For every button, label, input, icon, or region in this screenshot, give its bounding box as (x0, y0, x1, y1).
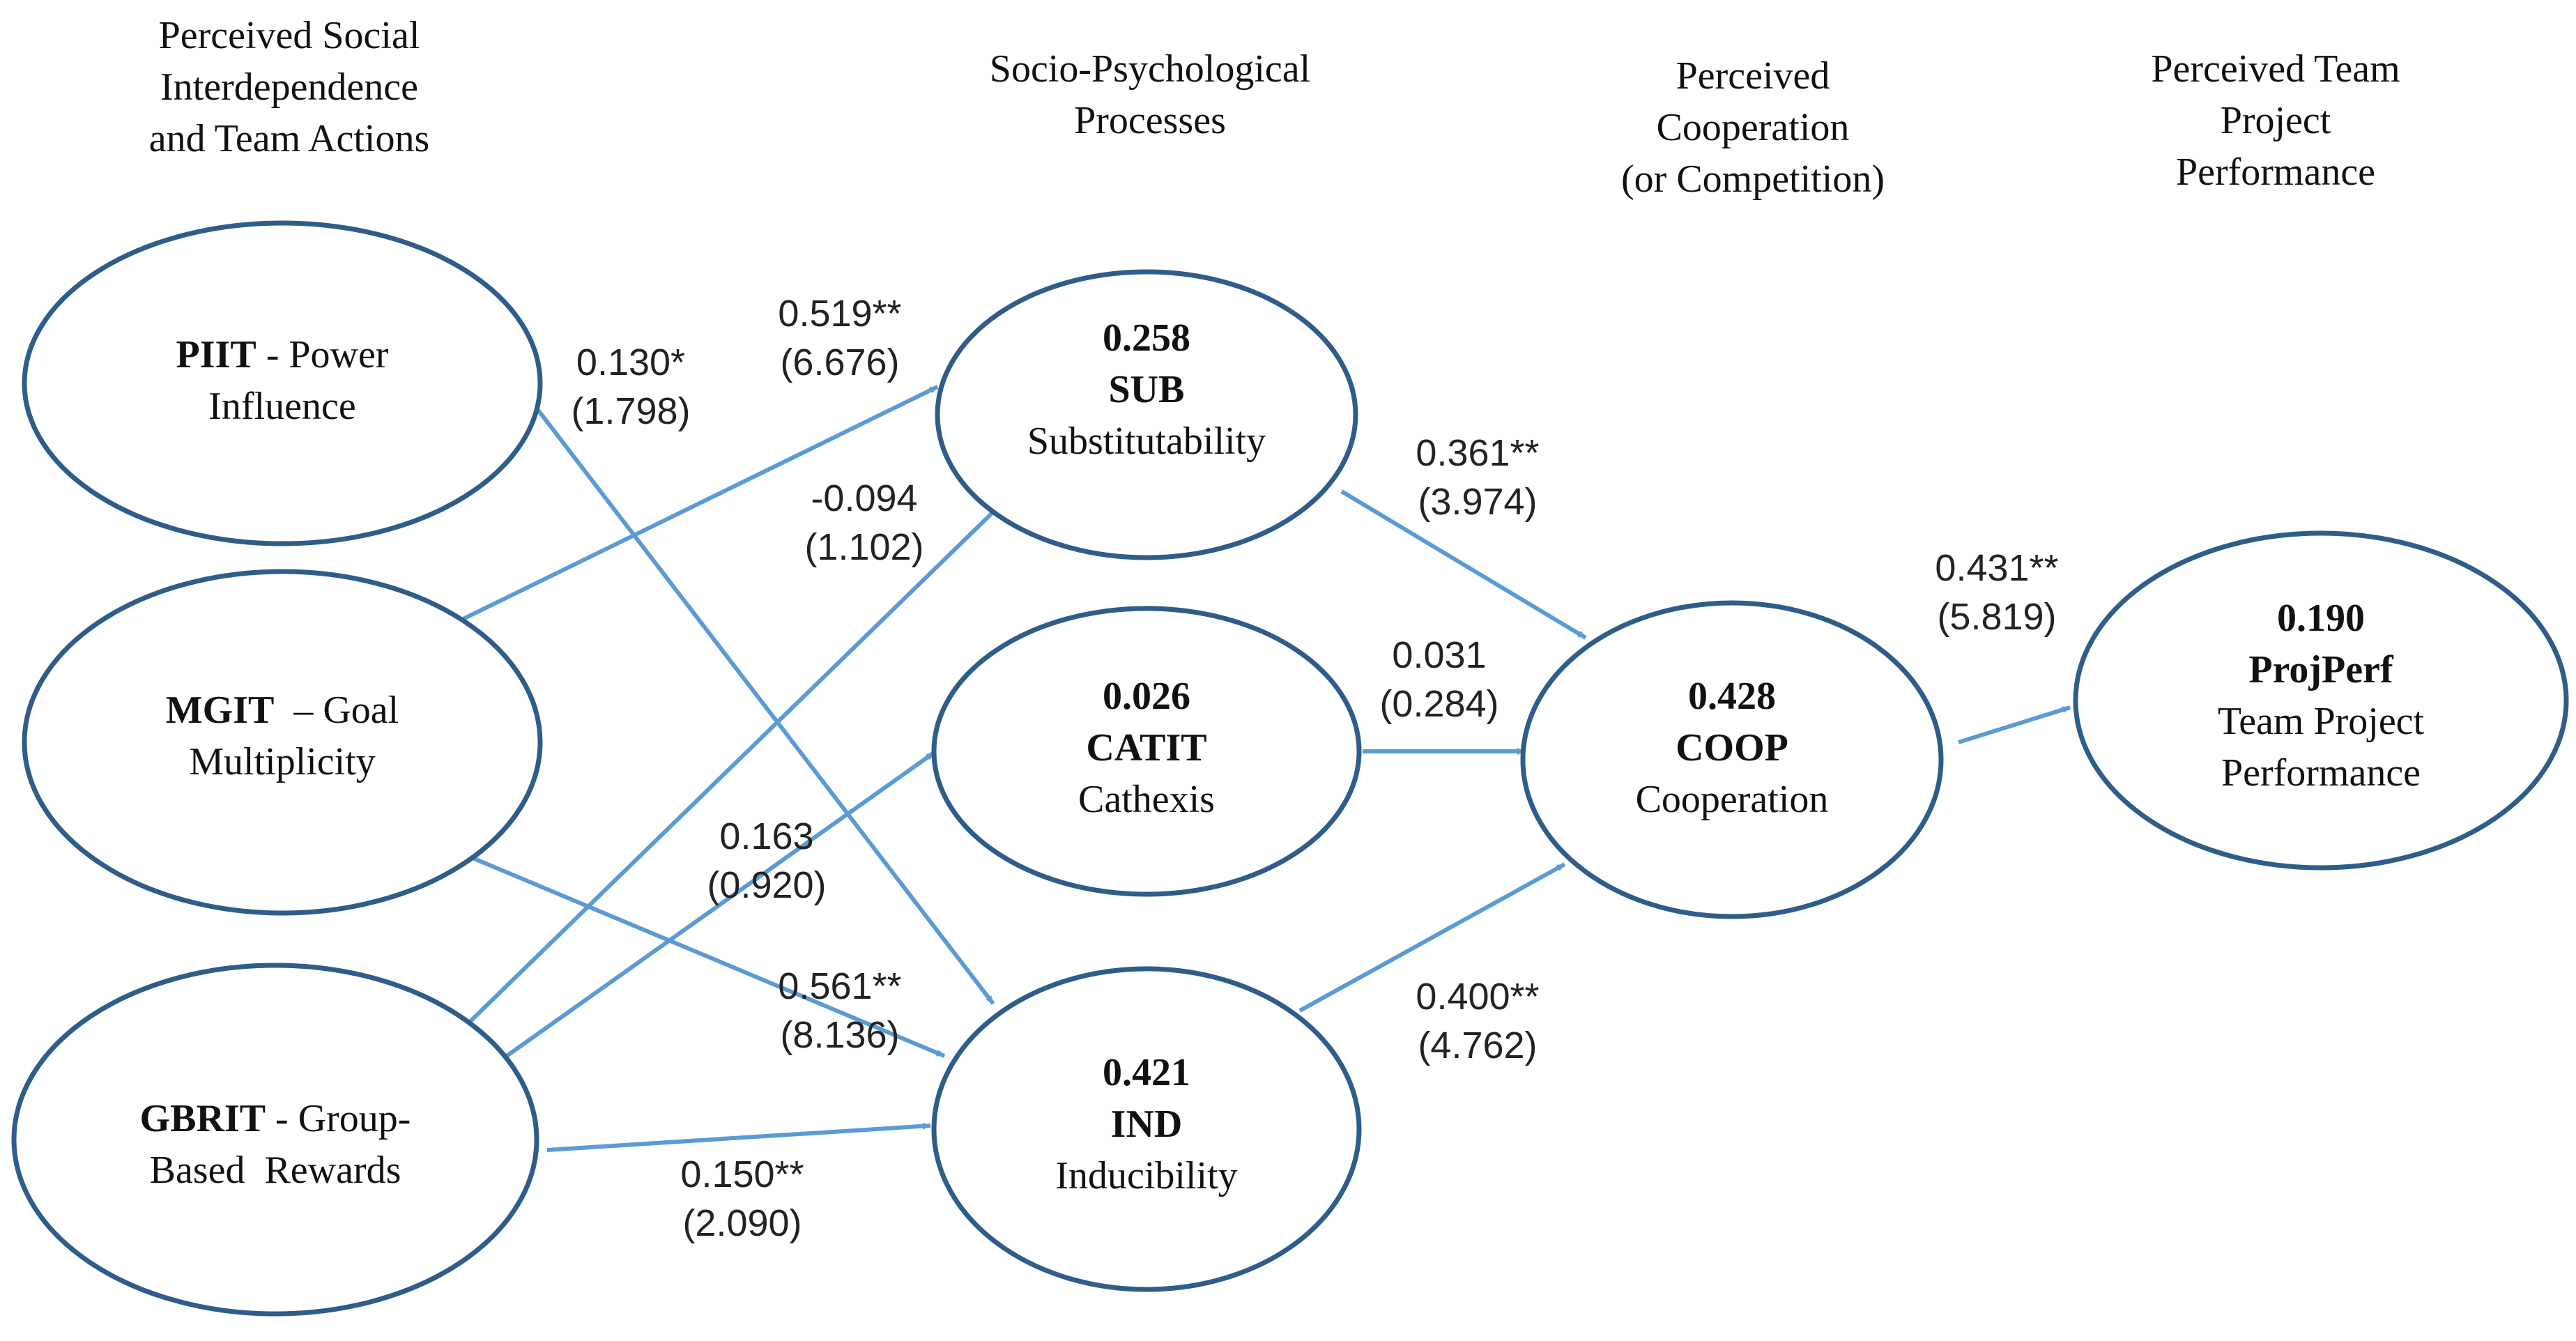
arrow-ind-coop (1298, 862, 1566, 1013)
coef-piit-ind: 0.130* (576, 342, 686, 383)
label-coop-projperf: 0.431** (5.819) (1913, 544, 2080, 641)
coef-gbrit-catit: 0.163 (719, 815, 814, 857)
catit-code: CATIT (1086, 726, 1207, 769)
gbrit-label1: - Group- (266, 1097, 411, 1140)
node-sub (935, 269, 1358, 560)
label-piit-ind: 0.130* (1.798) (547, 338, 714, 436)
node-coop-text: 0.428 COOP Cooperation (1558, 670, 1906, 825)
projperf-label2: Performance (2221, 751, 2421, 795)
node-catit (931, 606, 1362, 897)
ind-label: Inducibility (1055, 1154, 1238, 1197)
piit-label1: - Power (256, 333, 389, 376)
node-ind-text: 0.421 IND Inducibility (972, 1047, 1321, 1202)
header-project-performance: Perceived Team Project Performance (2151, 47, 2400, 194)
arrow-mgit-sub (445, 385, 939, 629)
t-catit-coop: (0.284) (1379, 683, 1499, 725)
coef-mgit-sub: 0.519** (778, 293, 902, 335)
gbrit-code: GBRIT (139, 1097, 266, 1140)
sub-code: SUB (1108, 368, 1185, 411)
piit-code: PIIT (176, 333, 256, 376)
header-socio-psychological: Socio-Psychological Processes (989, 47, 1311, 142)
t-gbrit-ind: (2.090) (682, 1202, 802, 1244)
label-gbrit-catit: 0.163 (0.920) (683, 812, 850, 910)
coef-sub-coop: 0.361** (1416, 432, 1540, 474)
coef-mgit-ind: 0.561** (778, 965, 902, 1007)
coop-code: COOP (1676, 726, 1788, 769)
label-gbrit-ind: 0.150** (2.090) (659, 1150, 826, 1248)
label-catit-coop: 0.031 (0.284) (1370, 631, 1509, 728)
header-social-interdependence: Perceived Social Interdependence and Tea… (148, 14, 430, 160)
catit-label: Cathexis (1078, 778, 1215, 821)
t-piit-ind: (1.798) (571, 390, 691, 432)
coef-catit-coop: 0.031 (1392, 634, 1487, 676)
projperf-label1: Team Project (2217, 700, 2425, 743)
ind-value: 0.421 (1103, 1051, 1190, 1094)
node-coop (1520, 600, 1944, 919)
node-gbrit (11, 963, 539, 1317)
mgit-code: MGIT (165, 689, 275, 732)
node-piit (22, 220, 543, 546)
arrow-gbrit-sub (465, 500, 1006, 1027)
coef-coop-projperf: 0.431** (1935, 547, 2059, 589)
node-gbrit-text: GBRIT - Group- Based Rewards (66, 1093, 484, 1196)
t-gbrit-catit: (0.920) (707, 864, 827, 906)
coop-label: Cooperation (1635, 778, 1829, 821)
arrow-gbrit-ind (546, 1122, 931, 1152)
sub-label: Substitutability (1027, 420, 1266, 463)
t-gbrit-sub: (1.102) (804, 526, 924, 568)
t-sub-coop: (3.974) (1418, 481, 1538, 523)
projperf-code: ProjPerf (2248, 648, 2393, 691)
catit-value: 0.026 (1103, 675, 1190, 718)
node-catit-text: 0.026 CATIT Cathexis (972, 670, 1321, 825)
piit-label2: Influence (208, 385, 356, 428)
arrow-gbrit-catit (500, 751, 935, 1062)
node-sub-text: 0.258 SUB Substitutability (972, 312, 1321, 467)
header-cooperation: Perceived Cooperation (or Competition) (1621, 54, 1885, 201)
projperf-value: 0.190 (2277, 597, 2365, 640)
arrow-sub-coop (1340, 489, 1587, 640)
mgit-label1: – Goal (274, 689, 399, 732)
coop-value: 0.428 (1688, 675, 1776, 718)
t-ind-coop: (4.762) (1418, 1025, 1538, 1066)
t-mgit-sub: (6.676) (780, 342, 900, 383)
arrow-coop-projperf (1958, 705, 2071, 744)
node-projperf-text: 0.190 ProjPerf Team Project Performance (2147, 592, 2495, 799)
t-coop-projperf: (5.819) (1937, 596, 2057, 638)
label-ind-coop: 0.400** (4.762) (1394, 972, 1561, 1070)
label-mgit-sub: 0.519** (6.676) (756, 289, 923, 387)
coef-gbrit-ind: 0.150** (680, 1154, 804, 1195)
mgit-label2: Multiplicity (189, 740, 376, 783)
t-mgit-ind: (8.136) (780, 1014, 900, 1056)
node-ind (931, 966, 1362, 1292)
sub-value: 0.258 (1103, 316, 1190, 360)
node-piit-text: PIIT - Power Influence (73, 329, 491, 432)
coef-ind-coop: 0.400** (1416, 976, 1540, 1018)
label-mgit-ind: 0.561** (8.136) (756, 962, 923, 1059)
node-mgit-text: MGIT – Goal Multiplicity (73, 684, 491, 788)
gbrit-label2: Based Rewards (149, 1149, 401, 1192)
arrow-piit-ind (510, 375, 995, 1005)
coef-gbrit-sub: -0.094 (811, 477, 918, 519)
node-mgit (22, 569, 543, 916)
label-gbrit-sub: -0.094 (1.102) (781, 474, 948, 572)
arrow-mgit-ind (445, 845, 946, 1058)
label-sub-coop: 0.361** (3.974) (1394, 429, 1561, 526)
ind-code: IND (1110, 1103, 1183, 1146)
node-projperf (2073, 530, 2569, 871)
